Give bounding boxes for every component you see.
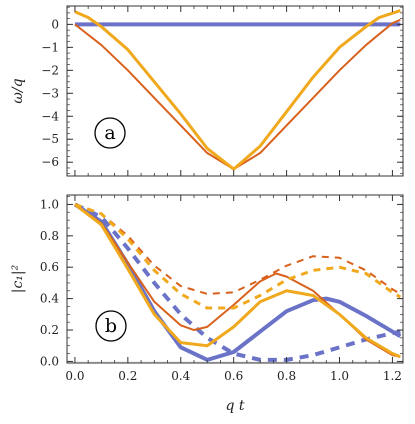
panel-label: b [105,315,117,337]
x-tick-label: 0.2 [118,369,137,383]
y-tick-label: −6 [41,155,59,169]
series-line-1 [74,18,401,171]
x-tick-label: 1.0 [330,369,349,383]
panel-label-circle [95,310,127,342]
series-line-5 [74,203,402,310]
series-line-4 [74,203,401,359]
x-tick-label: 0.4 [171,369,190,383]
plot-frame [66,5,404,177]
panel-label: a [104,122,115,144]
y-tick-label: 0.2 [40,323,59,337]
y-tick-label: 0.0 [40,354,59,368]
y-tick-label: −3 [41,86,59,100]
y-tick-label: −2 [41,63,59,77]
x-tick-label: 0.0 [65,369,84,383]
y-axis-label: ω/q [10,78,26,103]
x-axis-label: q t [225,398,244,414]
y-tick-label: 0.8 [40,229,59,243]
series-line-3 [74,203,401,295]
y-tick-label: −5 [41,132,59,146]
plot-frame [66,194,404,364]
series-line-1 [74,202,401,362]
x-tick-label: 1.2 [383,369,402,383]
y-tick-label: 1.0 [40,197,59,211]
y-tick-label: −1 [41,40,59,54]
x-tick-label: 0.6 [224,369,243,383]
panel-a: 0 −1 −2 −3 −4 −5 −6 ω/q a [10,5,404,177]
x-tick-label: 0.8 [277,369,296,383]
y-axis-label: |c₁|² [10,264,26,293]
series-line-0 [73,202,402,362]
zero-band [67,361,403,363]
y-tick-label: 0.4 [40,292,59,306]
y-tick-label: 0 [51,17,59,31]
y-tick-label: 0.6 [40,260,59,274]
y-tick-label: −4 [41,109,59,123]
series-line-2 [74,9,401,171]
panel-b: 0.0 0.2 0.4 0.6 0.8 1.0 1.2 0.0 0.2 0.4 0.6 0.8 1.0 |… [10,194,404,414]
panel-label-circle [94,117,126,149]
